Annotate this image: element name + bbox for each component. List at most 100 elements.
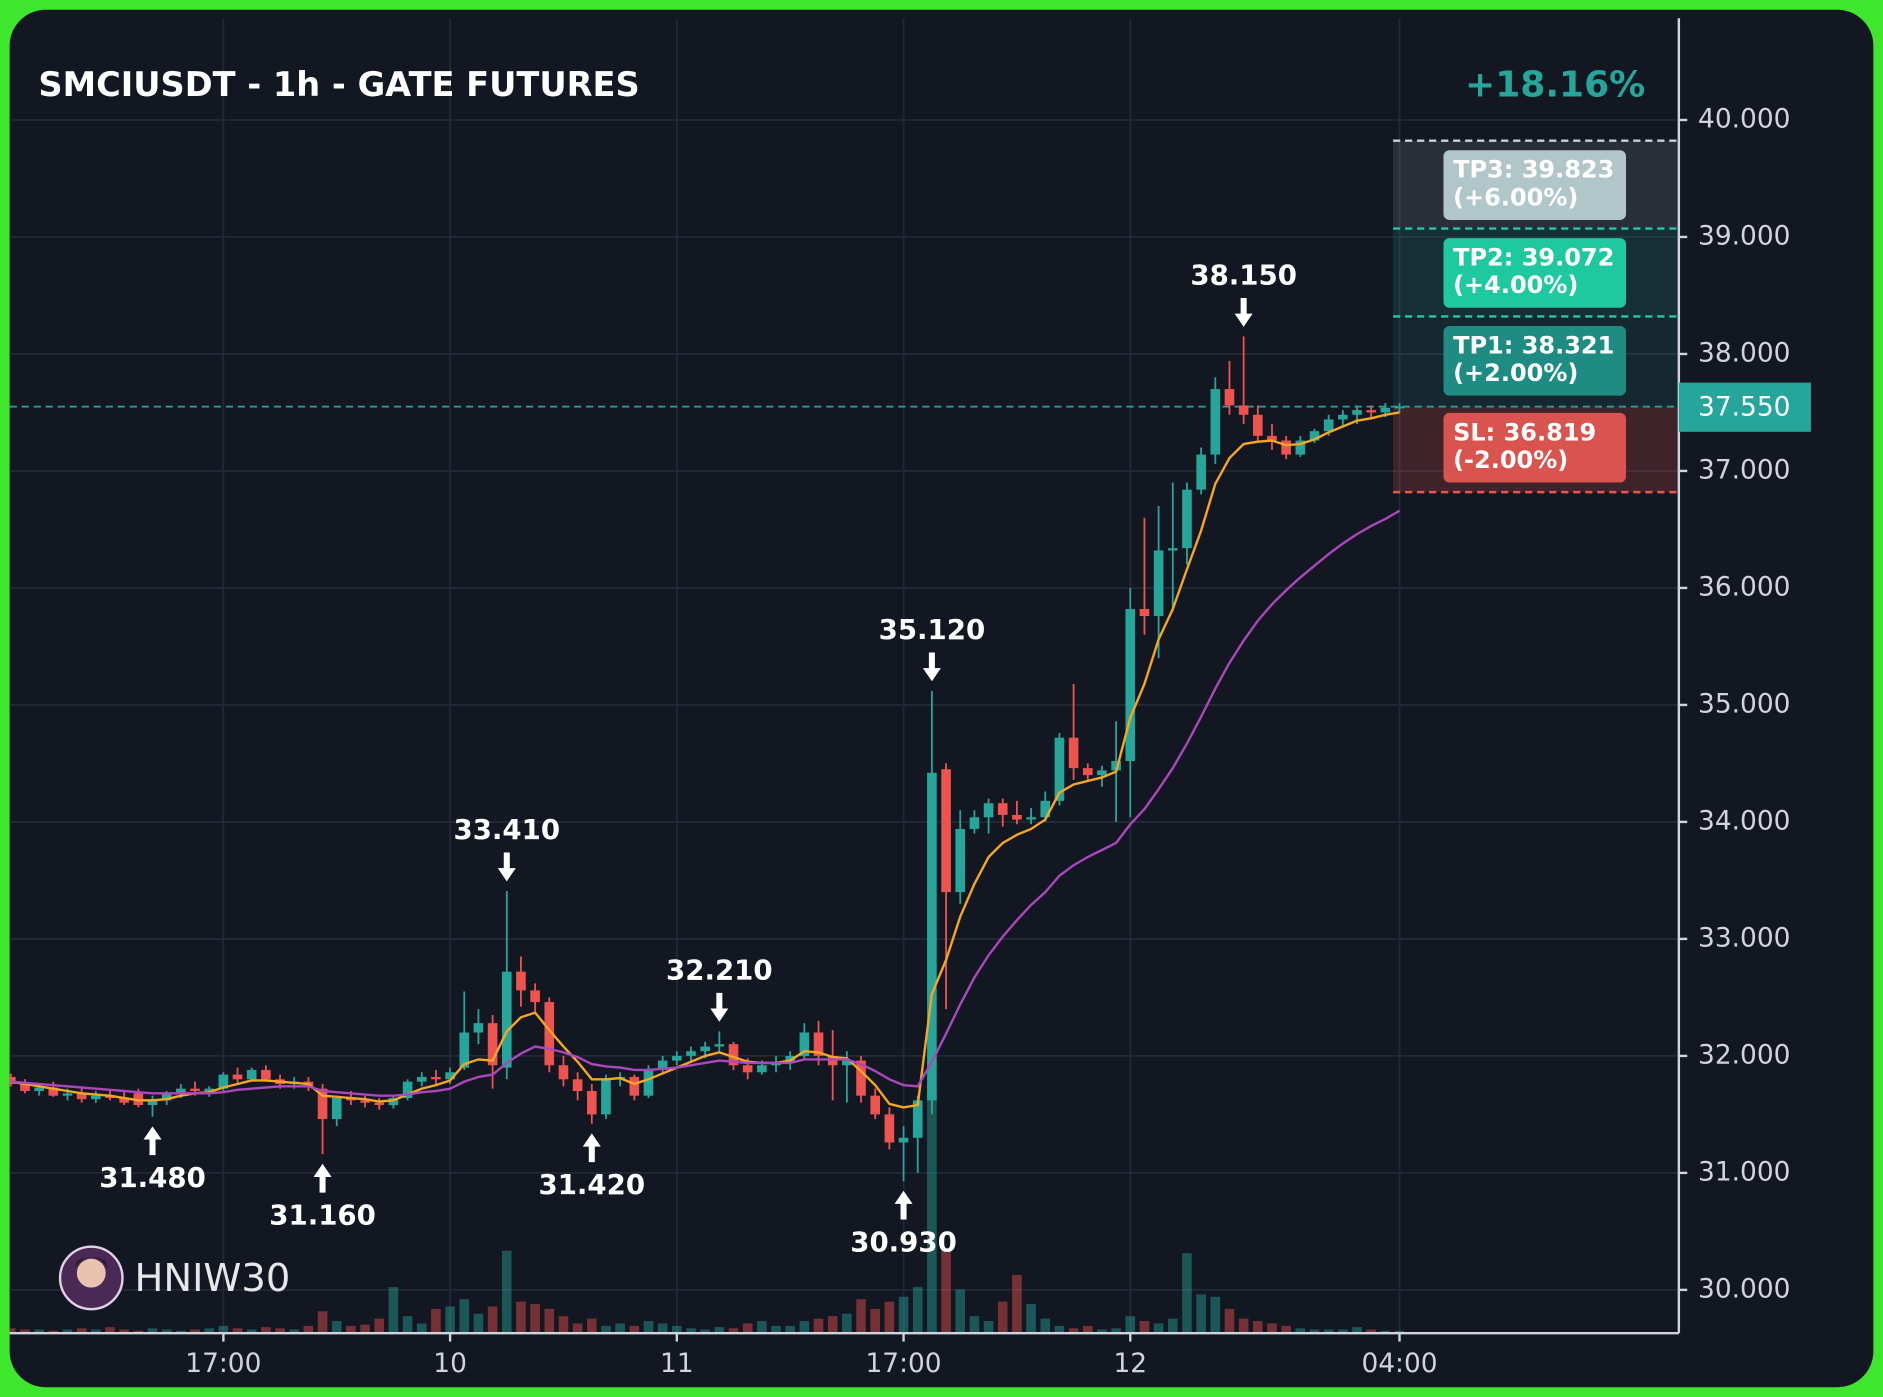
volume-bar [1012, 1274, 1022, 1334]
volume-bar [105, 1327, 115, 1334]
candle-body [161, 1093, 172, 1101]
volume-bar [601, 1325, 611, 1334]
volume-bar [530, 1304, 540, 1334]
volume-bar [1352, 1327, 1362, 1334]
candle-body [1253, 414, 1263, 436]
candle-body [856, 1060, 866, 1096]
watermark: HNIW30 [135, 1256, 291, 1301]
volume-bar [275, 1328, 285, 1334]
candle-body [884, 1114, 895, 1143]
y-tick-label: 36.000 [1698, 571, 1790, 602]
axes [9, 18, 1688, 1342]
candle-body [147, 1100, 158, 1106]
volume-bar [1153, 1323, 1164, 1334]
candle-body [572, 1079, 583, 1092]
level-label: SL: 36.819 [1453, 418, 1596, 446]
candle-body [1281, 440, 1291, 455]
annotation-label: 35.120 [879, 613, 986, 646]
candle-body [799, 1032, 810, 1056]
volume-bar [133, 1330, 144, 1334]
candle-body [629, 1076, 640, 1096]
candle-body [459, 1032, 470, 1068]
volume-bar [1295, 1328, 1306, 1334]
candle-body [190, 1088, 200, 1092]
candle-body [941, 769, 951, 893]
level-box [1443, 238, 1627, 308]
volume-bar [1210, 1296, 1221, 1334]
annotation-label: 33.410 [454, 813, 561, 846]
candle-body [261, 1069, 271, 1080]
candle-body [317, 1088, 328, 1120]
volume-bar [48, 1330, 59, 1334]
volume-bar [1338, 1329, 1348, 1334]
volume-bar [1026, 1304, 1036, 1334]
candle-body [34, 1087, 44, 1092]
avatar-hair [74, 1256, 109, 1269]
level-pct: (+2.00%) [1453, 359, 1578, 387]
volume-bar [445, 1306, 455, 1334]
annotation-arrow [313, 1163, 332, 1193]
candle-body [1380, 407, 1391, 413]
volume-bar [501, 1250, 512, 1334]
volume-bar [955, 1289, 966, 1334]
candle-body [742, 1065, 753, 1073]
volume-bar [402, 1316, 413, 1334]
volume-bar [289, 1329, 300, 1334]
volume-bar [360, 1324, 370, 1334]
volume-bar [827, 1316, 838, 1334]
volume-bar [1309, 1329, 1320, 1334]
candle-body [360, 1100, 370, 1103]
volume-bar [728, 1328, 739, 1334]
volume-bar [1394, 1330, 1405, 1334]
candle-body [176, 1088, 186, 1094]
level-label: TP3: 39.823 [1453, 156, 1614, 184]
candle-body [983, 803, 994, 818]
candle-body [728, 1044, 739, 1066]
ma-line [10, 411, 1400, 1109]
annotation-label: 31.160 [269, 1199, 376, 1232]
candle-body [1139, 608, 1150, 617]
volume-bar [657, 1323, 668, 1334]
candle-body [1224, 389, 1235, 406]
candle-body [62, 1093, 73, 1096]
volume-bar [856, 1299, 866, 1334]
volume-bar [346, 1325, 356, 1334]
volume-bar [516, 1301, 526, 1334]
candle-body [20, 1083, 30, 1092]
annotations: 31.480 31.160 33.410 31.420 32.210 30.930 35.1… [99, 258, 1297, 1258]
volume-bar [1366, 1329, 1376, 1334]
volume-bar [204, 1328, 214, 1334]
candle-body [119, 1098, 129, 1103]
volume-bar [147, 1328, 158, 1334]
volume-bar [232, 1328, 243, 1334]
candle-body [232, 1074, 243, 1080]
x-tick-label: 11 [660, 1348, 694, 1379]
x-tick-label: 12 [1113, 1348, 1147, 1379]
candle-body [48, 1087, 59, 1096]
last-price-label: 37.550 [1698, 391, 1790, 422]
annotation-label: 31.420 [539, 1168, 646, 1201]
volume-bar [91, 1329, 101, 1334]
volume-bar [62, 1329, 73, 1334]
volume-bar [927, 1092, 937, 1334]
change-percent: +18.16% [1465, 65, 1645, 106]
candle-body [912, 1100, 923, 1138]
volume-bar [643, 1321, 654, 1334]
x-tick-label: 10 [433, 1348, 467, 1379]
candle-body [714, 1044, 725, 1047]
annotation-label: 31.480 [99, 1161, 206, 1194]
candle-body [686, 1051, 696, 1056]
candle-body [1210, 389, 1221, 455]
candle-body [1295, 440, 1306, 455]
candle-body [204, 1088, 214, 1092]
volume-bar [629, 1325, 640, 1334]
volume-bar [870, 1308, 881, 1334]
candle-body [1068, 737, 1079, 769]
y-tick-label: 37.000 [1698, 454, 1790, 485]
volume-bar [771, 1325, 781, 1334]
volume-bar [969, 1316, 980, 1334]
last-price-tag [1678, 382, 1811, 432]
volume-bar [331, 1321, 342, 1334]
volume-bar [431, 1308, 441, 1334]
annotation-arrow [582, 1133, 601, 1163]
